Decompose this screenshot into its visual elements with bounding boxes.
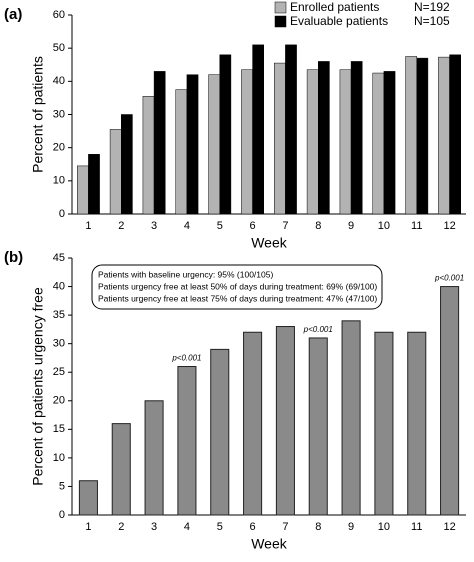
x-tick-label: 12 bbox=[443, 220, 455, 232]
legend-swatch bbox=[274, 1, 287, 14]
bar bbox=[153, 71, 166, 215]
x-tick-label: 2 bbox=[118, 521, 124, 533]
y-tick-label: 10 bbox=[53, 175, 65, 187]
y-tick-label: 60 bbox=[53, 9, 65, 21]
bar bbox=[177, 366, 197, 516]
bar bbox=[252, 44, 264, 215]
x-axis-label: Week bbox=[251, 536, 288, 552]
x-tick-label: 4 bbox=[184, 220, 190, 232]
bar bbox=[175, 89, 188, 215]
y-axis-label: Percent of patients urgency free bbox=[30, 287, 46, 486]
legend-label: Evaluable patients bbox=[290, 14, 388, 28]
y-tick-label: 5 bbox=[59, 480, 65, 492]
x-tick-label: 9 bbox=[348, 220, 354, 232]
legend-n: N=192 bbox=[414, 0, 450, 14]
legend-label: Enrolled patients bbox=[290, 0, 379, 14]
x-tick-label: 12 bbox=[443, 521, 455, 533]
x-tick-label: 10 bbox=[378, 521, 390, 533]
bar bbox=[285, 44, 297, 215]
bar bbox=[109, 129, 122, 215]
x-tick-label: 11 bbox=[411, 220, 422, 232]
y-tick-label: 40 bbox=[53, 75, 65, 87]
y-tick-label: 45 bbox=[53, 252, 65, 264]
text-box-line: Patients with baseline urgency: 95% (100… bbox=[98, 269, 273, 279]
bar bbox=[374, 331, 394, 516]
bar bbox=[241, 69, 253, 215]
annotation: p<0.001 bbox=[303, 325, 333, 334]
y-tick-label: 10 bbox=[53, 452, 65, 464]
bar bbox=[274, 62, 286, 215]
bar bbox=[243, 331, 263, 516]
bar bbox=[77, 165, 89, 215]
annotation: p<0.001 bbox=[171, 354, 201, 363]
x-tick-label: 11 bbox=[411, 521, 422, 533]
bar bbox=[121, 114, 133, 215]
y-tick-label: 30 bbox=[53, 108, 65, 120]
x-tick-label: 3 bbox=[151, 521, 157, 533]
bar bbox=[449, 54, 461, 215]
bar bbox=[111, 423, 131, 516]
y-tick-label: 20 bbox=[53, 142, 65, 154]
x-tick-label: 7 bbox=[282, 521, 288, 533]
bar bbox=[440, 286, 460, 516]
bar bbox=[438, 56, 450, 215]
x-tick-label: 3 bbox=[151, 220, 157, 232]
x-tick-label: 8 bbox=[315, 220, 321, 232]
y-axis-label: Percent of patients bbox=[30, 56, 46, 173]
x-tick-label: 1 bbox=[85, 521, 91, 533]
y-tick-label: 35 bbox=[53, 309, 65, 321]
bar bbox=[383, 71, 396, 215]
bar bbox=[308, 337, 328, 516]
bar bbox=[142, 96, 155, 215]
x-tick-label: 4 bbox=[184, 521, 190, 533]
x-tick-label: 1 bbox=[85, 220, 91, 232]
bar bbox=[405, 56, 418, 215]
bar bbox=[88, 154, 100, 215]
bar bbox=[210, 348, 230, 516]
y-tick-label: 40 bbox=[53, 280, 65, 292]
bar bbox=[144, 400, 164, 516]
bar bbox=[339, 69, 352, 215]
panel-label: (b) bbox=[4, 249, 23, 266]
annotation: p<0.001 bbox=[434, 274, 464, 283]
y-tick-label: 50 bbox=[53, 42, 65, 54]
panel-label: (a) bbox=[4, 6, 22, 23]
y-tick-label: 20 bbox=[53, 395, 65, 407]
x-tick-label: 6 bbox=[250, 220, 256, 232]
bar bbox=[208, 74, 221, 215]
y-tick-label: 15 bbox=[53, 423, 65, 435]
bar bbox=[219, 54, 232, 215]
text-box bbox=[91, 264, 383, 310]
bar bbox=[78, 480, 98, 516]
bar bbox=[416, 57, 429, 215]
x-tick-label: 8 bbox=[315, 521, 321, 533]
text-box-line: Patients urgency free at least 50% of da… bbox=[98, 281, 377, 291]
y-tick-label: 0 bbox=[59, 509, 65, 521]
bar bbox=[275, 326, 295, 516]
bar bbox=[407, 331, 427, 516]
x-tick-label: 10 bbox=[378, 220, 390, 232]
bar bbox=[372, 72, 385, 215]
x-tick-label: 5 bbox=[217, 521, 223, 533]
text-box-line: Patients urgency free at least 75% of da… bbox=[98, 293, 377, 303]
bar bbox=[306, 69, 319, 215]
x-axis-label: Week bbox=[251, 235, 288, 251]
bar bbox=[318, 61, 330, 215]
y-tick-label: 25 bbox=[53, 366, 65, 378]
y-tick-label: 0 bbox=[59, 208, 65, 220]
x-tick-label: 9 bbox=[348, 521, 354, 533]
bar bbox=[186, 74, 199, 215]
x-tick-label: 5 bbox=[217, 220, 223, 232]
x-tick-label: 7 bbox=[282, 220, 288, 232]
legend-n: N=105 bbox=[414, 14, 450, 28]
y-tick-label: 30 bbox=[53, 338, 65, 350]
x-tick-label: 2 bbox=[118, 220, 124, 232]
bar bbox=[341, 320, 361, 516]
bar bbox=[350, 61, 363, 215]
x-tick-label: 6 bbox=[250, 521, 256, 533]
legend-swatch bbox=[274, 15, 287, 28]
